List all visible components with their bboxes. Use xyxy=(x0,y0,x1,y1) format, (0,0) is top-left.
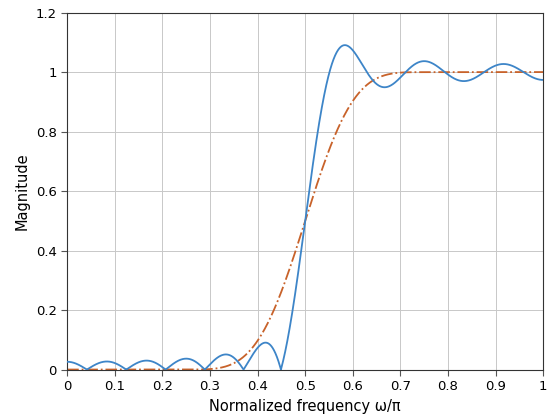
X-axis label: Normalized frequency ω/π: Normalized frequency ω/π xyxy=(209,399,401,414)
Y-axis label: Magnitude: Magnitude xyxy=(15,152,30,230)
